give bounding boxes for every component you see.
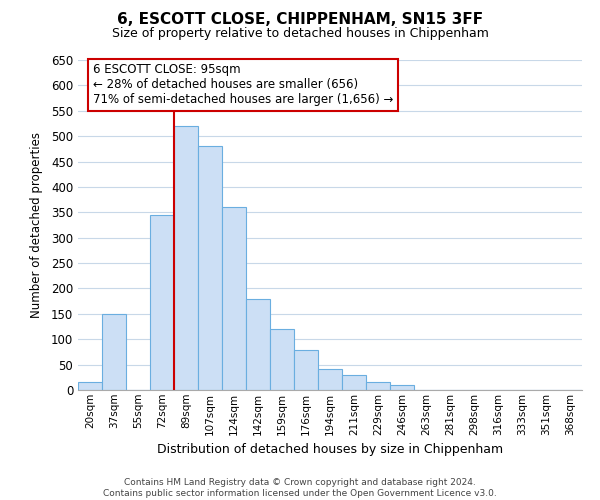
Text: Contains HM Land Registry data © Crown copyright and database right 2024.
Contai: Contains HM Land Registry data © Crown c… bbox=[103, 478, 497, 498]
Bar bbox=[102, 314, 126, 390]
Bar bbox=[390, 385, 414, 390]
X-axis label: Distribution of detached houses by size in Chippenham: Distribution of detached houses by size … bbox=[157, 443, 503, 456]
Bar bbox=[366, 382, 390, 390]
Bar bbox=[342, 375, 366, 390]
Text: 6, ESCOTT CLOSE, CHIPPENHAM, SN15 3FF: 6, ESCOTT CLOSE, CHIPPENHAM, SN15 3FF bbox=[117, 12, 483, 28]
Bar bbox=[222, 207, 246, 390]
Bar bbox=[198, 146, 222, 390]
Bar bbox=[150, 215, 174, 390]
Text: 6 ESCOTT CLOSE: 95sqm
← 28% of detached houses are smaller (656)
71% of semi-det: 6 ESCOTT CLOSE: 95sqm ← 28% of detached … bbox=[93, 64, 394, 106]
Bar bbox=[246, 298, 270, 390]
Bar bbox=[318, 368, 342, 390]
Y-axis label: Number of detached properties: Number of detached properties bbox=[29, 132, 43, 318]
Bar bbox=[174, 126, 198, 390]
Bar bbox=[270, 329, 294, 390]
Bar bbox=[294, 350, 318, 390]
Text: Size of property relative to detached houses in Chippenham: Size of property relative to detached ho… bbox=[112, 28, 488, 40]
Bar bbox=[78, 382, 102, 390]
